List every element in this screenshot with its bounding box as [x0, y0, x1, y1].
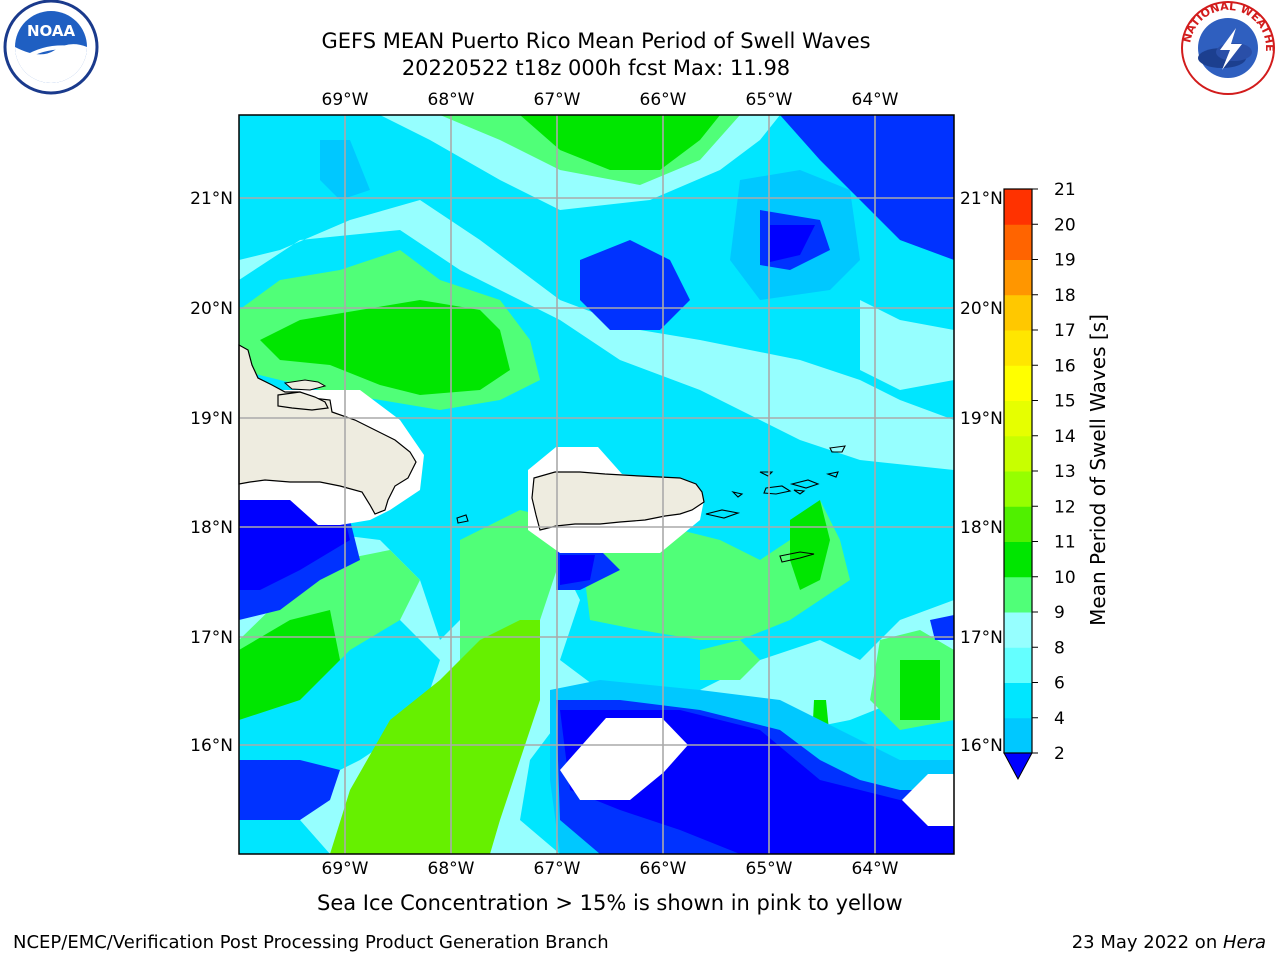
- map-gridlines: [239, 115, 954, 854]
- colorbar-segment: [1004, 400, 1032, 437]
- lat-label-left: 16°N: [190, 736, 233, 756]
- lon-label-bottom: 68°W: [428, 859, 475, 879]
- colorbar-segment: [1004, 682, 1032, 719]
- lat-label-left: 20°N: [190, 299, 233, 319]
- colorbar-tick-label: 9: [1054, 603, 1065, 623]
- puerto-rico-land: [531, 471, 705, 531]
- colorbar-tick-label: 15: [1054, 392, 1076, 412]
- footer-credit: NCEP/EMC/Verification Post Processing Pr…: [13, 932, 609, 953]
- footer-date-text: 23 May 2022 on: [1071, 932, 1223, 953]
- nws-logo: NATIONAL WEATHER SERVICE: [1176, 0, 1276, 95]
- colorbar-tick-label: 13: [1054, 462, 1076, 482]
- lon-label-top: 67°W: [534, 90, 581, 110]
- lon-label-top: 68°W: [428, 90, 475, 110]
- colorbar-tick-label: 20: [1054, 215, 1076, 235]
- colorbar-tick-label: 11: [1054, 533, 1076, 553]
- lon-label-top: 65°W: [746, 90, 793, 110]
- colorbar-tick-label: 16: [1054, 356, 1076, 376]
- lat-label-left: 18°N: [190, 518, 233, 538]
- hispaniola-land: [238, 343, 417, 515]
- lat-label-right: 18°N: [960, 518, 1003, 538]
- colorbar-segment: [1004, 330, 1032, 366]
- lat-label-right: 17°N: [960, 628, 1003, 648]
- colorbar-segment: [1004, 506, 1032, 542]
- map-frame: [238, 114, 955, 855]
- colorbar-tick-label: 12: [1054, 497, 1076, 517]
- lat-label-left: 21°N: [190, 189, 233, 209]
- lon-label-top: 69°W: [322, 90, 369, 110]
- colorbar-tick-label: 17: [1054, 321, 1076, 341]
- colorbar-tick-label: 14: [1054, 427, 1076, 447]
- colorbar-title: Mean Period of Swell Waves [s]: [1086, 314, 1110, 626]
- sea-ice-note: Sea Ice Concentration > 15% is shown in …: [317, 891, 903, 915]
- noaa-logo-text: NOAA: [27, 22, 76, 40]
- lat-label-left: 17°N: [190, 628, 233, 648]
- lat-label-right: 20°N: [960, 299, 1003, 319]
- colorbar-tick-label: 19: [1054, 251, 1076, 271]
- colorbar-segment: [1004, 294, 1032, 331]
- lat-labels: 21°N 20°N 19°N 18°N 17°N 16°N 21°N 20°N …: [190, 189, 1003, 756]
- colorbar-segment: [1004, 259, 1032, 296]
- lon-label-bottom: 67°W: [534, 859, 581, 879]
- colorbar-underflow: [1003, 752, 1033, 781]
- lat-label-left: 19°N: [190, 409, 233, 429]
- colorbar-segment: [1004, 612, 1032, 648]
- lon-label-bottom: 64°W: [852, 859, 899, 879]
- lon-label-top: 64°W: [852, 90, 899, 110]
- lon-label-bottom: 65°W: [746, 859, 793, 879]
- colorbar-tick-label: 6: [1054, 674, 1065, 694]
- colorbar-segment: [1004, 224, 1032, 260]
- colorbar-segment: [1004, 576, 1032, 613]
- chart-title: GEFS MEAN Puerto Rico Mean Period of Swe…: [321, 29, 871, 53]
- colorbar-segment: [1004, 435, 1032, 472]
- lat-label-right: 16°N: [960, 736, 1003, 756]
- lon-label-top: 66°W: [640, 90, 687, 110]
- colorbar-segment: [1004, 647, 1032, 683]
- colorbar-tick-label: 10: [1054, 568, 1076, 588]
- colorbar-segment: [1004, 365, 1032, 401]
- colorbar-tick-label: 2: [1054, 744, 1065, 764]
- footer-host: Hera: [1222, 932, 1266, 953]
- lon-label-bottom: 66°W: [640, 859, 687, 879]
- small-islands: [456, 445, 846, 563]
- colorbar-segment: [1004, 189, 1032, 225]
- lon-label-bottom: 69°W: [322, 859, 369, 879]
- colorbar-segment: [1004, 717, 1032, 754]
- colorbar-segment: [1004, 471, 1032, 507]
- lat-label-right: 21°N: [960, 189, 1003, 209]
- chart-subtitle: 20220522 t18z 000h fcst Max: 11.98: [401, 56, 791, 80]
- colorbar-tick-label: 21: [1054, 180, 1076, 200]
- colorbar-tick-label: 8: [1054, 638, 1065, 658]
- noaa-logo: NOAA: [3, 0, 99, 95]
- lat-label-right: 19°N: [960, 409, 1003, 429]
- footer-date: 23 May 2022 on Hera: [1072, 932, 1266, 953]
- colorbar-tick-label: 18: [1054, 286, 1076, 306]
- colorbar-tick-label: 4: [1054, 709, 1065, 729]
- colorbar-segment: [1004, 541, 1032, 578]
- lon-labels: 69°W 68°W 67°W 66°W 65°W 64°W 69°W 68°W …: [322, 90, 899, 879]
- colorbar: 2 4 6 8 9 10 11 12 13 14 15 16 17 18 19 20 21: [1003, 180, 1076, 781]
